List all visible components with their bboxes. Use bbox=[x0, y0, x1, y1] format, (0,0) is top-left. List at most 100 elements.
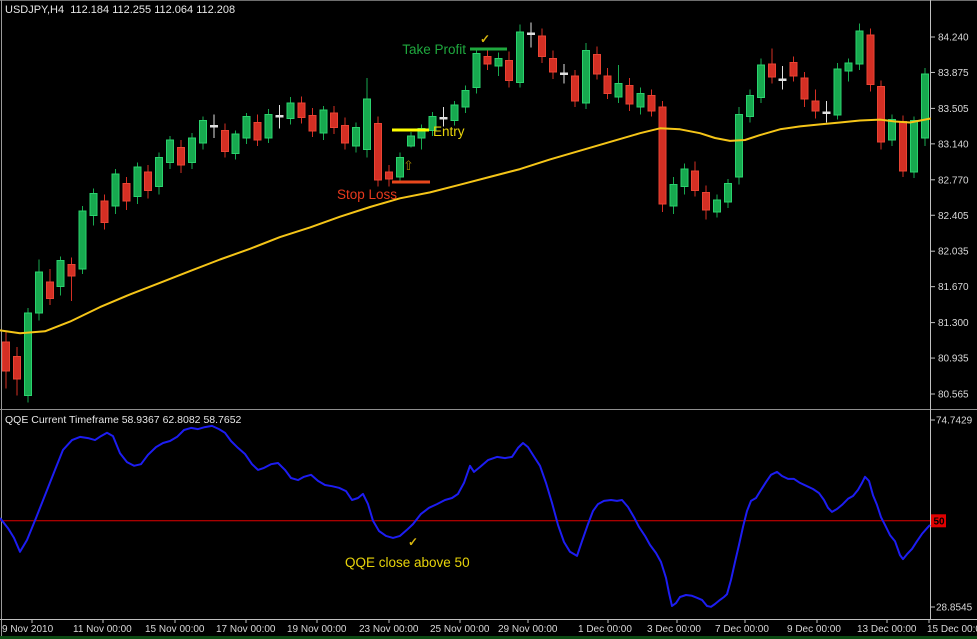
chart-title: USDJPY,H4 112.184 112.255 112.064 112.20… bbox=[5, 4, 235, 16]
candle-body bbox=[450, 104, 459, 121]
candle-body bbox=[767, 63, 776, 78]
candle-body bbox=[417, 127, 426, 139]
candle-body bbox=[756, 64, 765, 98]
candle-body bbox=[505, 59, 514, 82]
candle-body bbox=[800, 77, 809, 100]
candle-body bbox=[297, 102, 306, 119]
candle-body bbox=[330, 112, 339, 128]
time-axis-label: 11 Nov 00:00 bbox=[73, 624, 132, 635]
price-axis-label: 83.505 bbox=[938, 104, 969, 115]
candle-body bbox=[603, 75, 612, 94]
candle-body bbox=[581, 50, 590, 104]
candle-body bbox=[691, 170, 700, 192]
candle-body bbox=[559, 72, 568, 75]
candle-body bbox=[899, 121, 908, 172]
candle-body bbox=[483, 55, 492, 65]
candle-body bbox=[111, 173, 120, 207]
candle-body bbox=[428, 116, 437, 131]
candle-body bbox=[527, 32, 536, 36]
candle-body bbox=[625, 85, 634, 105]
time-axis-label: 15 Nov 00:00 bbox=[145, 624, 205, 635]
candle-body bbox=[253, 122, 262, 141]
time-axis-label: 17 Nov 00:00 bbox=[216, 624, 276, 635]
candle-body bbox=[209, 124, 218, 128]
candle-body bbox=[592, 54, 601, 75]
time-axis-label: 25 Nov 00:00 bbox=[430, 624, 490, 635]
candle-body bbox=[439, 117, 448, 120]
qqe-axis-label: 74.7429 bbox=[936, 416, 973, 427]
candle-body bbox=[264, 114, 273, 139]
candle-body bbox=[877, 86, 886, 143]
qqe-level-badge bbox=[931, 514, 946, 528]
qqe-note-label: QQE close above 50 bbox=[345, 555, 470, 570]
candle-body bbox=[789, 61, 798, 77]
candle-body bbox=[45, 281, 54, 299]
time-axis-label: 23 Nov 00:00 bbox=[359, 624, 419, 635]
candle-body bbox=[745, 94, 754, 118]
candle-body bbox=[133, 166, 142, 197]
take-profit-check-icon: ✓ bbox=[480, 32, 490, 46]
moving-average-series bbox=[0, 117, 931, 335]
time-axis-label: 15 Dec 00:0 bbox=[927, 624, 977, 635]
time-axis-label: 9 Nov 2010 bbox=[2, 624, 54, 635]
candle-body bbox=[680, 168, 689, 188]
moving-average-line bbox=[0, 117, 931, 335]
candle-body bbox=[778, 78, 787, 81]
candle-body bbox=[319, 109, 328, 134]
qqe-indicator-pane bbox=[0, 424, 931, 608]
axes[interactable]: 84.240 83.875 83.505 83.140 82.770 82.405 82.0… bbox=[2, 33, 977, 636]
candle-body bbox=[275, 115, 284, 118]
take-profit-label: Take Profit bbox=[402, 42, 466, 57]
price-axis-label: 82.405 bbox=[938, 211, 969, 222]
candle-body bbox=[658, 106, 667, 205]
candle-body bbox=[844, 62, 853, 72]
price-axis-label: 81.670 bbox=[938, 282, 969, 293]
candle-body bbox=[516, 31, 525, 84]
candle-body bbox=[242, 116, 251, 139]
candle-body bbox=[374, 123, 382, 181]
candle-body bbox=[23, 312, 32, 396]
price-axis-label: 84.240 bbox=[938, 33, 969, 44]
candle-body bbox=[921, 73, 929, 139]
candle-body bbox=[549, 57, 557, 73]
candle-body bbox=[494, 57, 503, 67]
trade-annotations: Take Profit ✓ Entry ⇧ Stop Loss bbox=[337, 32, 507, 202]
candle-body bbox=[341, 124, 350, 144]
price-axis-label: 81.300 bbox=[938, 318, 969, 329]
qqe-pane-label: QQE Current Timeframe 58.9367 62.8082 58… bbox=[5, 414, 242, 426]
candle-body bbox=[155, 157, 164, 188]
candle-body bbox=[822, 111, 831, 114]
price-axis-label: 80.565 bbox=[938, 390, 969, 401]
candle-body bbox=[888, 119, 897, 141]
candle-body bbox=[231, 133, 240, 155]
candle-body bbox=[724, 183, 732, 203]
candle-body bbox=[538, 35, 547, 57]
candle-body bbox=[363, 98, 371, 151]
candle-body bbox=[614, 83, 623, 98]
candle-body bbox=[713, 199, 722, 213]
time-axis-label: 13 Dec 00:00 bbox=[857, 624, 917, 635]
candle-body bbox=[406, 135, 415, 147]
time-axis-label: 19 Nov 00:00 bbox=[287, 624, 347, 635]
candle-body bbox=[34, 271, 43, 314]
candle-body bbox=[647, 94, 656, 112]
buy-arrow-icon: ⇧ bbox=[403, 158, 414, 173]
candle-body bbox=[461, 89, 470, 108]
candle-body bbox=[910, 120, 918, 173]
candle-body bbox=[56, 259, 65, 288]
qqe-annotations: QQE close above 50 ✓ bbox=[345, 535, 470, 570]
candle-body bbox=[636, 92, 645, 108]
candle-body bbox=[286, 102, 295, 120]
stop-loss-label: Stop Loss bbox=[337, 187, 397, 202]
candle-body bbox=[702, 191, 711, 211]
candle-body bbox=[472, 53, 481, 88]
price-axis-label: 82.770 bbox=[938, 175, 969, 186]
candle-body bbox=[177, 147, 185, 166]
price-axis-label: 80.935 bbox=[938, 354, 969, 365]
candle-body bbox=[78, 210, 87, 270]
time-axis-label: 3 Dec 00:00 bbox=[647, 624, 701, 635]
candle-body bbox=[2, 341, 10, 372]
